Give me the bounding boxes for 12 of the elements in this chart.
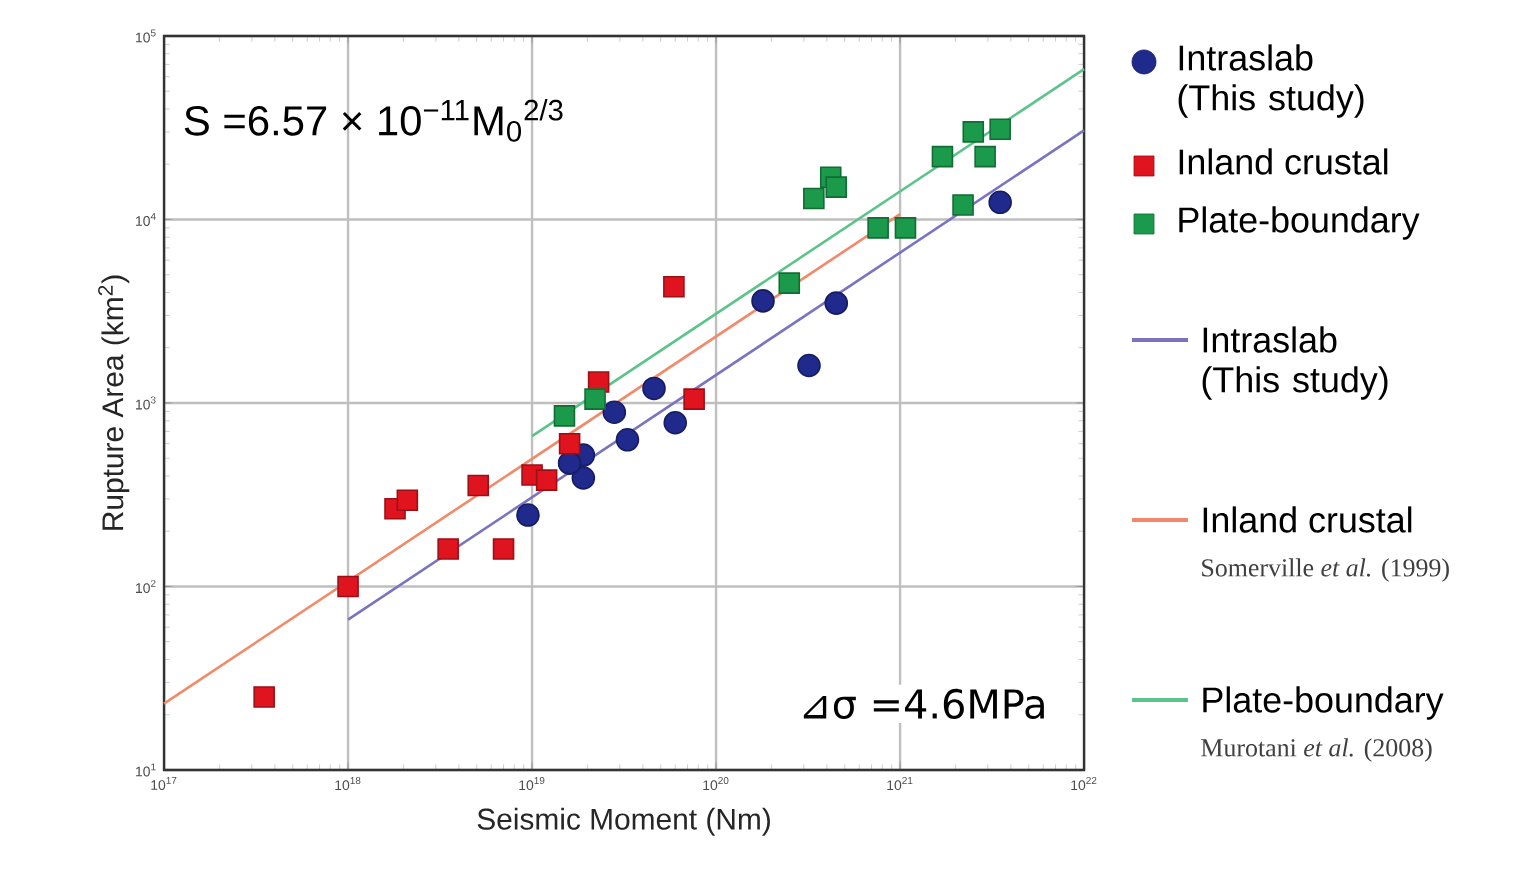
annotation: S =6.57 × 10$^{−11}$M$_{0}$2/3 [184,99,563,142]
legend-label: Inland crustal [1203,506,1412,533]
annotation: ⊿σ =4.6MPa [803,688,1044,719]
y-axis-title: Rupture Area (km$^{2}$) [98,275,130,530]
legend-label: Inland crustal [1179,148,1388,175]
legend-label: Intraslab (This study) [1178,44,1364,118]
text: Somerville et al. (1999) [1202,558,1449,582]
legend-label: Intraslab (This study) [1202,326,1388,400]
text: Murotani et al. (2008) [1201,738,1432,762]
legend-label: Plate-boundary [1203,686,1444,720]
x-axis-title: Seismic Moment (Nm) [477,807,770,836]
legend-label: Plate-boundary [1179,206,1420,240]
